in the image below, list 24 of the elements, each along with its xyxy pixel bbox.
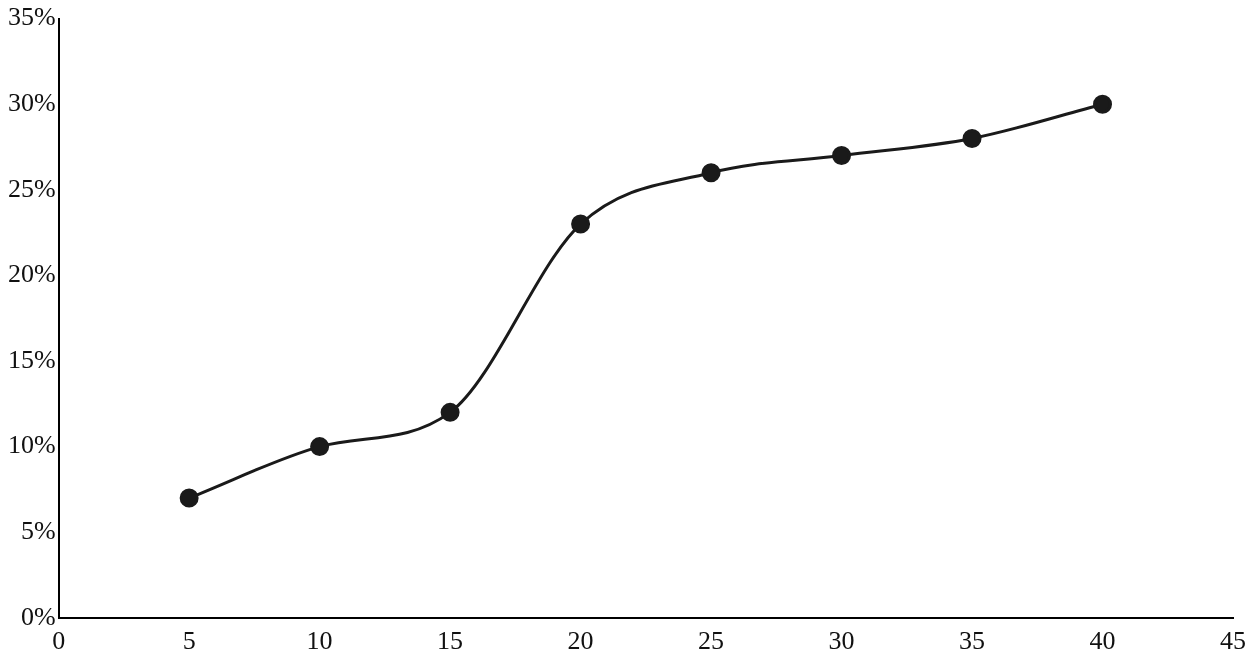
point [832,146,852,166]
x-tick-label: 15 [437,626,464,656]
x-tick-label: 5 [182,626,196,656]
y-tick-label: 25% [7,173,56,203]
y-tick-label: 35% [7,2,56,32]
y-tick-label: 20% [7,259,56,289]
x-tick-label: 20 [567,626,594,656]
x-tick-label: 40 [1089,626,1116,656]
point [179,488,199,508]
point [440,402,460,422]
point [962,128,982,148]
point [1093,94,1113,114]
x-tick-label: 45 [1220,626,1246,656]
y-tick-label: 15% [7,344,56,374]
point [701,163,721,183]
y-tick-label: 10% [7,430,56,460]
x-tick-label: 35 [959,626,986,656]
point [571,214,591,234]
x-tick-label: 30 [828,626,855,656]
y-tick-label: 5% [20,516,56,546]
x-tick-label: 25 [698,626,725,656]
point [310,437,330,457]
y-tick-label: 30% [7,88,56,118]
x-tick-label: 10 [306,626,333,656]
